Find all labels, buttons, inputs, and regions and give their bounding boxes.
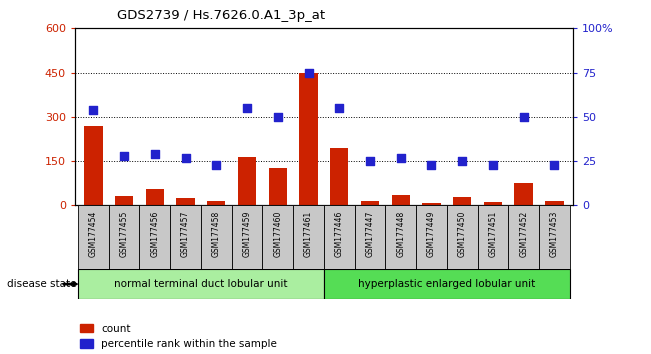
Text: GSM177449: GSM177449 <box>427 210 436 257</box>
Bar <box>170 205 201 269</box>
Point <box>549 162 560 167</box>
Bar <box>355 205 385 269</box>
Point <box>273 114 283 120</box>
Bar <box>232 205 262 269</box>
Bar <box>539 205 570 269</box>
Point <box>303 70 314 75</box>
Text: GSM177461: GSM177461 <box>304 210 313 257</box>
Bar <box>508 205 539 269</box>
Bar <box>478 205 508 269</box>
Bar <box>115 196 133 205</box>
Text: normal terminal duct lobular unit: normal terminal duct lobular unit <box>114 279 288 289</box>
Text: GSM177451: GSM177451 <box>488 210 497 257</box>
Point <box>457 158 467 164</box>
Bar <box>78 205 109 269</box>
Text: GSM177448: GSM177448 <box>396 210 405 257</box>
Point <box>426 162 437 167</box>
Bar <box>422 203 441 205</box>
Bar <box>299 73 318 205</box>
Bar <box>391 195 410 205</box>
Bar <box>146 189 164 205</box>
Point <box>396 155 406 160</box>
Point <box>518 114 529 120</box>
Bar <box>385 205 416 269</box>
Bar <box>324 205 355 269</box>
Bar <box>545 201 564 205</box>
Point <box>88 107 98 113</box>
Text: hyperplastic enlarged lobular unit: hyperplastic enlarged lobular unit <box>358 279 536 289</box>
Point <box>180 155 191 160</box>
Point <box>150 151 160 157</box>
Bar <box>447 205 478 269</box>
Text: GSM177458: GSM177458 <box>212 210 221 257</box>
Bar <box>109 205 139 269</box>
Point <box>365 158 375 164</box>
Legend: count, percentile rank within the sample: count, percentile rank within the sample <box>80 324 277 349</box>
Text: GSM177460: GSM177460 <box>273 210 283 257</box>
Text: GSM177454: GSM177454 <box>89 210 98 257</box>
Text: GSM177455: GSM177455 <box>120 210 128 257</box>
Text: GDS2739 / Hs.7626.0.A1_3p_at: GDS2739 / Hs.7626.0.A1_3p_at <box>117 9 326 22</box>
Text: GSM177457: GSM177457 <box>181 210 190 257</box>
Point <box>242 105 252 111</box>
Bar <box>293 205 324 269</box>
Text: GSM177453: GSM177453 <box>550 210 559 257</box>
Bar <box>514 183 533 205</box>
Bar <box>262 205 293 269</box>
Bar <box>416 205 447 269</box>
Bar <box>238 156 256 205</box>
Point <box>334 105 344 111</box>
Bar <box>201 205 232 269</box>
Bar <box>324 269 570 299</box>
Bar <box>361 201 379 205</box>
Point <box>211 162 221 167</box>
Text: GSM177447: GSM177447 <box>365 210 374 257</box>
Bar <box>330 148 348 205</box>
Text: GSM177452: GSM177452 <box>519 210 528 257</box>
Bar <box>453 197 471 205</box>
Text: GSM177459: GSM177459 <box>243 210 251 257</box>
Text: disease state: disease state <box>7 279 76 289</box>
Bar <box>78 269 324 299</box>
Bar <box>84 126 103 205</box>
Text: GSM177456: GSM177456 <box>150 210 159 257</box>
Bar <box>176 198 195 205</box>
Text: GSM177446: GSM177446 <box>335 210 344 257</box>
Point <box>488 162 498 167</box>
Text: GSM177450: GSM177450 <box>458 210 467 257</box>
Bar <box>207 201 225 205</box>
Bar <box>139 205 170 269</box>
Bar <box>484 202 502 205</box>
Bar <box>269 169 287 205</box>
Point <box>119 153 130 159</box>
